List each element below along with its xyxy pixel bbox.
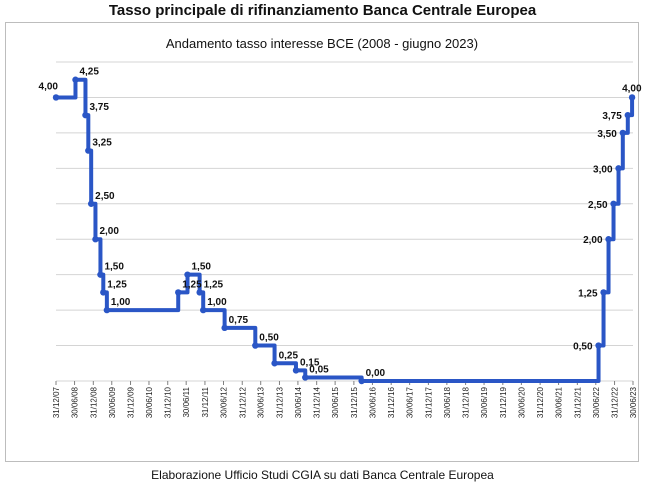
- x-tick-label: 30/06/16: [368, 386, 377, 418]
- data-point: [605, 236, 612, 243]
- x-tick-label: 30/06/17: [406, 386, 415, 418]
- chart-title: Andamento tasso interesse BCE (2008 - gi…: [166, 36, 478, 51]
- data-point: [92, 236, 99, 243]
- data-point: [82, 111, 89, 119]
- source-note: Elaborazione Ufficio Studi CGIA su dati …: [151, 468, 494, 482]
- x-tick-label: 31/12/10: [164, 386, 173, 418]
- data-point: [200, 306, 207, 314]
- x-tick-label: 30/06/12: [219, 386, 228, 418]
- x-tick-label: 31/12/13: [275, 386, 284, 418]
- data-label: 3,50: [597, 129, 617, 140]
- data-label: 0,05: [309, 364, 329, 375]
- chart-frame: [5, 22, 639, 462]
- data-point: [196, 289, 203, 296]
- data-point: [103, 306, 111, 314]
- data-point: [87, 200, 95, 207]
- data-label: 1,50: [192, 262, 212, 273]
- data-point: [184, 271, 191, 278]
- data-label: 0,75: [229, 315, 249, 326]
- data-point: [52, 94, 60, 101]
- data-labels: 4,00 4,25 3,75 3,25 2,50 2,00 1,50 1,25 1,00 1,25…: [39, 67, 642, 379]
- data-label: 2,00: [99, 226, 119, 237]
- data-label: 1,50: [104, 262, 124, 273]
- x-tick-label: 30/06/21: [555, 386, 564, 418]
- data-point: [100, 289, 107, 296]
- data-label: 1,25: [204, 279, 224, 290]
- x-tick-label: 30/06/20: [517, 386, 526, 418]
- data-label: 3,75: [602, 111, 622, 122]
- x-tick-label: 31/12/20: [536, 386, 545, 418]
- data-label: 4,25: [79, 67, 99, 78]
- data-point: [358, 377, 365, 385]
- data-point: [292, 367, 300, 374]
- x-tick-label: 30/06/14: [294, 386, 303, 418]
- data-point: [85, 147, 92, 154]
- x-tick-label: 30/06/15: [331, 386, 340, 418]
- data-point: [252, 342, 259, 349]
- data-label: 3,00: [593, 164, 613, 175]
- x-tick-label: 31/12/07: [52, 386, 61, 418]
- data-label: 1,25: [182, 279, 202, 290]
- x-tick-label: 31/12/21: [573, 386, 582, 418]
- data-label: 2,00: [583, 235, 603, 246]
- x-tick-label: 31/12/22: [611, 386, 620, 418]
- data-point: [610, 200, 617, 207]
- x-tick-label: 31/12/14: [313, 386, 322, 418]
- data-label: 0,15: [300, 357, 320, 368]
- x-tick-label: 31/12/08: [89, 386, 98, 418]
- x-tick-label: 30/06/09: [108, 386, 117, 418]
- x-tick-label: 30/06/22: [592, 386, 601, 418]
- data-point: [175, 289, 182, 296]
- data-point: [302, 374, 309, 381]
- x-tick-label: 31/12/19: [499, 386, 508, 418]
- data-label: 1,00: [111, 297, 131, 308]
- x-tick-label: 30/06/11: [182, 386, 191, 417]
- data-point: [600, 289, 607, 296]
- data-point: [628, 94, 636, 101]
- page-title: Tasso principale di rifinanziamento Banc…: [108, 2, 537, 19]
- data-label: 3,25: [92, 138, 112, 149]
- data-label: 4,00: [622, 83, 642, 94]
- x-tick-label: 31/12/17: [424, 386, 433, 418]
- x-tick-label: 31/12/16: [387, 386, 396, 418]
- data-label: 4,00: [39, 81, 59, 92]
- data-point: [595, 342, 602, 349]
- data-label: 0,50: [573, 342, 593, 353]
- data-label: 2,50: [95, 191, 115, 202]
- data-point: [271, 360, 278, 367]
- x-tick-label: 30/06/13: [257, 386, 266, 418]
- data-label: 1,25: [578, 288, 598, 299]
- x-tick-label: 30/06/08: [71, 386, 80, 418]
- x-tick-label: 30/06/10: [145, 386, 154, 418]
- data-point: [72, 76, 79, 83]
- data-label: 0,50: [259, 333, 279, 344]
- x-tick-label: 31/12/15: [350, 386, 359, 418]
- x-tick-label: 30/06/19: [480, 386, 489, 418]
- data-label: 1,25: [107, 279, 127, 290]
- data-label: 0,25: [279, 350, 299, 361]
- x-tick-label: 31/12/18: [462, 386, 471, 418]
- x-tick-label: 31/12/11: [201, 386, 210, 417]
- x-tick-label: 31/12/09: [127, 386, 136, 418]
- data-label: 3,75: [89, 102, 109, 113]
- data-point: [97, 271, 104, 278]
- data-point: [221, 324, 228, 332]
- x-tick-label: 30/06/23: [629, 386, 638, 418]
- x-axis-ticks: 31/12/07 30/06/08 31/12/08 30/06/09 31/12/09…: [52, 381, 638, 418]
- x-tick-label: 31/12/12: [238, 386, 247, 418]
- grid-lines: [56, 61, 633, 382]
- data-point: [619, 129, 627, 137]
- rate-step-line: [54, 77, 635, 383]
- data-label: 0,00: [366, 368, 386, 379]
- data-point: [624, 111, 632, 119]
- data-label: 2,50: [588, 200, 608, 211]
- data-label: 1,00: [207, 297, 227, 308]
- series-line: [52, 76, 636, 385]
- x-tick-label: 30/06/18: [443, 386, 452, 418]
- data-point: [615, 165, 622, 172]
